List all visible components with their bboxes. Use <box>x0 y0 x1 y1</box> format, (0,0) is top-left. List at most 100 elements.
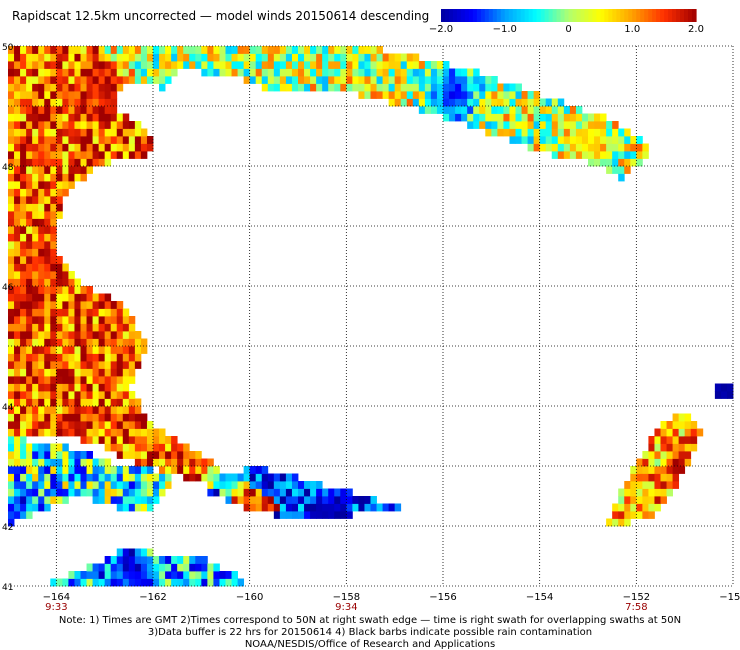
wind-cell <box>134 436 142 444</box>
wind-cell <box>461 106 468 114</box>
wind-cell <box>68 346 75 354</box>
wind-cell <box>140 413 148 422</box>
wind-cell <box>14 443 21 452</box>
wind-cell <box>62 488 69 497</box>
wind-cell <box>207 488 214 497</box>
wind-cell <box>32 278 39 287</box>
wind-cell <box>140 451 148 459</box>
wind-cell <box>165 68 172 77</box>
wind-cell <box>92 106 100 114</box>
wind-cell <box>213 481 220 489</box>
wind-cell <box>455 76 462 84</box>
wind-cell <box>328 83 335 92</box>
wind-cell <box>642 143 649 152</box>
colorbar-segment <box>644 9 649 22</box>
wind-cell <box>20 488 27 497</box>
wind-cell <box>684 428 692 437</box>
wind-cell <box>654 443 661 452</box>
wind-cell <box>80 398 87 407</box>
x-tick-label: −152 <box>623 592 650 603</box>
wind-cell <box>340 496 347 504</box>
wind-cell <box>62 578 69 587</box>
wind-cell <box>38 316 45 324</box>
wind-cell <box>92 53 100 62</box>
wind-cell <box>436 91 444 99</box>
wind-cell <box>80 578 87 587</box>
wind-cell <box>660 496 667 504</box>
wind-cell <box>62 308 69 317</box>
wind-cell <box>86 578 93 587</box>
wind-cell <box>370 68 377 77</box>
colorbar-segment <box>576 9 582 22</box>
wind-cell <box>503 121 510 129</box>
wind-cell <box>110 406 118 414</box>
wind-cell <box>479 98 486 107</box>
wind-cell <box>340 83 347 92</box>
wind-cell <box>38 293 45 302</box>
wind-cell <box>128 428 136 437</box>
wind-cell <box>8 181 15 189</box>
wind-cell <box>467 91 474 99</box>
wind-cell <box>98 421 106 429</box>
wind-cell <box>654 436 661 444</box>
wind-cell <box>684 436 692 444</box>
wind-cell <box>98 331 106 339</box>
wind-cell <box>436 68 444 77</box>
wind-cell <box>122 578 130 587</box>
wind-cell <box>467 76 474 84</box>
wind-cell <box>32 166 39 174</box>
wind-cell <box>485 106 492 114</box>
wind-cell <box>231 46 238 54</box>
wind-cell <box>8 361 15 369</box>
wind-cell <box>110 398 118 407</box>
wind-cell <box>273 496 281 504</box>
wind-cell <box>104 331 112 339</box>
wind-cell <box>38 68 45 77</box>
wind-cell <box>80 173 87 182</box>
wind-cell <box>86 353 93 362</box>
wind-cell <box>146 466 154 474</box>
wind-cell <box>509 113 516 122</box>
wind-cell <box>497 83 504 92</box>
wind-cell <box>630 151 637 159</box>
wind-cell <box>62 128 69 137</box>
wind-cell <box>86 361 93 369</box>
wind-cell <box>183 571 190 579</box>
wind-cell <box>68 338 75 347</box>
wind-cell <box>104 98 112 107</box>
wind-cell <box>8 218 15 227</box>
wind-cell <box>14 233 21 242</box>
wind-cell <box>134 136 142 144</box>
wind-cell <box>412 91 420 99</box>
wind-cell <box>80 83 87 92</box>
wind-cell <box>509 83 516 92</box>
wind-cell <box>334 53 341 62</box>
wind-cell <box>68 331 75 339</box>
wind-cell <box>642 503 649 512</box>
wind-cell <box>116 331 124 339</box>
wind-cell <box>50 151 57 159</box>
wind-cell <box>62 98 69 107</box>
wind-cell <box>189 563 196 572</box>
wind-cell <box>104 368 112 377</box>
wind-cell <box>110 301 118 309</box>
wind-cell <box>171 443 178 452</box>
wind-cell <box>86 376 93 384</box>
wind-cell <box>62 53 69 62</box>
wind-cell <box>44 473 51 482</box>
wind-cell <box>618 173 625 182</box>
wind-cell <box>116 68 124 77</box>
wind-cell <box>159 428 166 437</box>
wind-cell <box>370 91 377 99</box>
wind-cell <box>74 413 81 422</box>
wind-cell <box>26 203 33 212</box>
wind-cell <box>618 496 625 504</box>
wind-cell <box>249 46 257 54</box>
wind-cell <box>14 338 21 347</box>
wind-cell <box>630 473 637 482</box>
wind-cell <box>44 263 51 272</box>
wind-cell <box>20 53 27 62</box>
colorbar-tick-labels: −2.0 −1.0 0 1.0 2.0 <box>429 24 704 35</box>
wind-cell <box>225 571 232 579</box>
wind-cell <box>146 68 154 77</box>
